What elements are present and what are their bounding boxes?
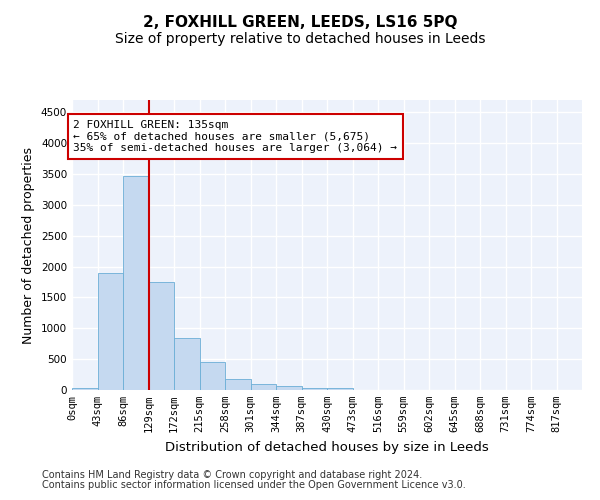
Bar bbox=[123, 176, 149, 390]
Bar bbox=[174, 338, 199, 390]
Bar bbox=[276, 386, 302, 390]
Text: 2 FOXHILL GREEN: 135sqm
← 65% of detached houses are smaller (5,675)
35% of semi: 2 FOXHILL GREEN: 135sqm ← 65% of detache… bbox=[73, 120, 397, 153]
Bar bbox=[251, 384, 276, 390]
Bar bbox=[72, 388, 97, 390]
Bar bbox=[199, 362, 225, 390]
Bar bbox=[225, 379, 251, 390]
Text: Size of property relative to detached houses in Leeds: Size of property relative to detached ho… bbox=[115, 32, 485, 46]
Y-axis label: Number of detached properties: Number of detached properties bbox=[22, 146, 35, 344]
Text: Contains public sector information licensed under the Open Government Licence v3: Contains public sector information licen… bbox=[42, 480, 466, 490]
Text: Contains HM Land Registry data © Crown copyright and database right 2024.: Contains HM Land Registry data © Crown c… bbox=[42, 470, 422, 480]
Bar bbox=[97, 273, 123, 390]
Text: 2, FOXHILL GREEN, LEEDS, LS16 5PQ: 2, FOXHILL GREEN, LEEDS, LS16 5PQ bbox=[143, 15, 457, 30]
X-axis label: Distribution of detached houses by size in Leeds: Distribution of detached houses by size … bbox=[165, 440, 489, 454]
Bar bbox=[149, 282, 174, 390]
Bar bbox=[302, 388, 327, 390]
Bar bbox=[327, 388, 353, 390]
